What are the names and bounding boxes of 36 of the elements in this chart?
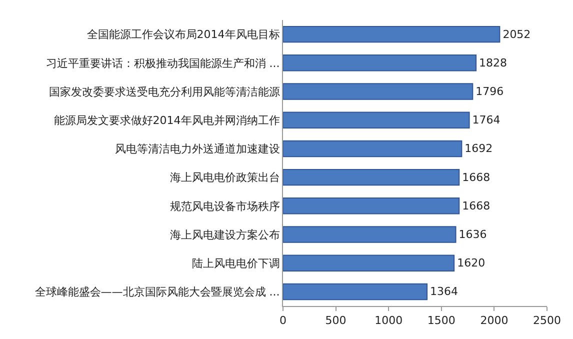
y-tick-label: 能源局发文要求做好2014年风电并网消纳工作 xyxy=(54,114,280,127)
y-tick-label: 全球峰能盛会——北京国际风能大会暨展览会成 ... xyxy=(34,286,280,299)
x-tick-label: 1500 xyxy=(427,314,456,328)
x-tick-label: 2500 xyxy=(533,314,561,328)
y-tick-label: 全国能源工作会议布局2014年风电目标 xyxy=(86,28,280,42)
data-label: 1636 xyxy=(458,228,487,242)
x-tick-label: 0 xyxy=(280,314,286,328)
bar xyxy=(283,198,460,214)
data-label: 1764 xyxy=(472,114,500,127)
bar xyxy=(283,26,500,43)
x-tick-label: 500 xyxy=(325,314,346,328)
data-label: 1364 xyxy=(430,285,458,298)
data-label: 1668 xyxy=(462,199,490,212)
y-tick-label: 国家发改委要求送受电充分利用风能等清洁能源 xyxy=(48,85,280,98)
bar xyxy=(283,283,428,300)
data-label: 1620 xyxy=(457,256,486,270)
bar xyxy=(283,112,470,128)
y-tick-label: 陆上风电电价下调 xyxy=(192,256,280,270)
bar xyxy=(283,140,462,158)
data-label: 2052 xyxy=(502,28,531,41)
y-tick-label: 规范风电设备市场秩序 xyxy=(170,200,280,213)
y-tick-label: 习近平重要讲话：积极推动我国能源生产和消 ... xyxy=(46,56,280,70)
x-tick-label: 2000 xyxy=(480,314,508,328)
bar xyxy=(283,254,455,272)
bar xyxy=(283,83,474,100)
data-label: 1828 xyxy=(479,56,508,70)
bar xyxy=(283,226,456,243)
bar xyxy=(283,168,460,186)
x-tick-label: 1000 xyxy=(374,314,403,328)
y-tick-label: 海上风电电价政策出台 xyxy=(170,171,280,184)
data-label: 1668 xyxy=(462,170,490,184)
bar xyxy=(283,54,477,72)
y-tick-label: 海上风电建设方案公布 xyxy=(170,228,280,242)
data-label: 1692 xyxy=(464,142,493,156)
data-label: 1796 xyxy=(476,85,504,98)
y-tick-label: 风电等清洁电力外送通道加速建设 xyxy=(114,142,280,156)
